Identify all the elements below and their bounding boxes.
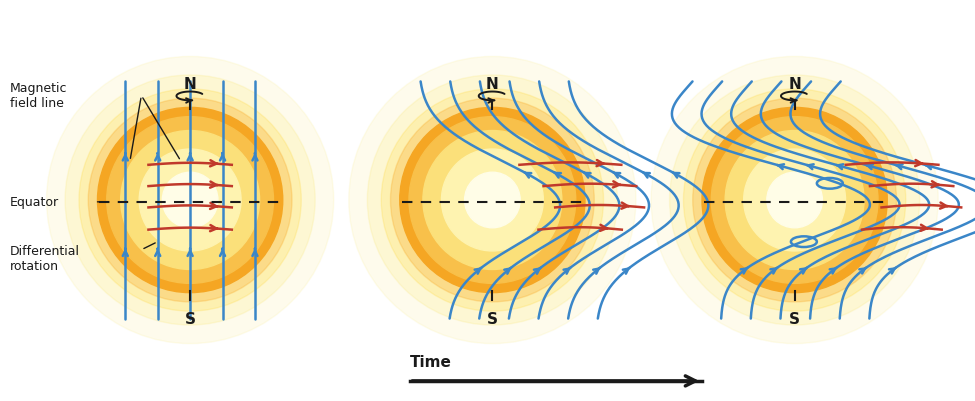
Text: N: N (486, 77, 499, 91)
Text: N: N (788, 77, 801, 91)
Text: Time: Time (410, 354, 451, 369)
Ellipse shape (162, 173, 218, 228)
Text: S: S (487, 311, 498, 326)
Ellipse shape (79, 90, 301, 311)
Ellipse shape (744, 150, 845, 251)
Ellipse shape (349, 57, 636, 344)
Text: Magnetic
field line: Magnetic field line (10, 82, 67, 110)
Ellipse shape (65, 76, 315, 325)
Ellipse shape (692, 99, 897, 302)
Ellipse shape (381, 90, 604, 311)
Ellipse shape (702, 108, 887, 293)
Ellipse shape (423, 131, 562, 270)
Text: S: S (184, 311, 196, 326)
Text: N: N (183, 77, 197, 91)
Ellipse shape (98, 108, 283, 293)
Ellipse shape (400, 108, 585, 293)
Ellipse shape (106, 117, 273, 284)
Ellipse shape (88, 99, 292, 302)
Ellipse shape (464, 173, 521, 228)
Ellipse shape (651, 57, 938, 344)
Ellipse shape (47, 57, 333, 344)
Text: Equator: Equator (10, 196, 58, 209)
Text: Differential
rotation: Differential rotation (10, 244, 80, 272)
Ellipse shape (442, 150, 543, 251)
Ellipse shape (390, 99, 595, 302)
Text: S: S (789, 311, 800, 326)
Ellipse shape (725, 131, 864, 270)
Ellipse shape (121, 131, 259, 270)
Ellipse shape (683, 90, 906, 311)
Ellipse shape (766, 173, 823, 228)
Ellipse shape (410, 117, 575, 284)
Ellipse shape (712, 117, 878, 284)
Ellipse shape (670, 76, 919, 325)
Ellipse shape (139, 150, 241, 251)
Ellipse shape (368, 76, 617, 325)
